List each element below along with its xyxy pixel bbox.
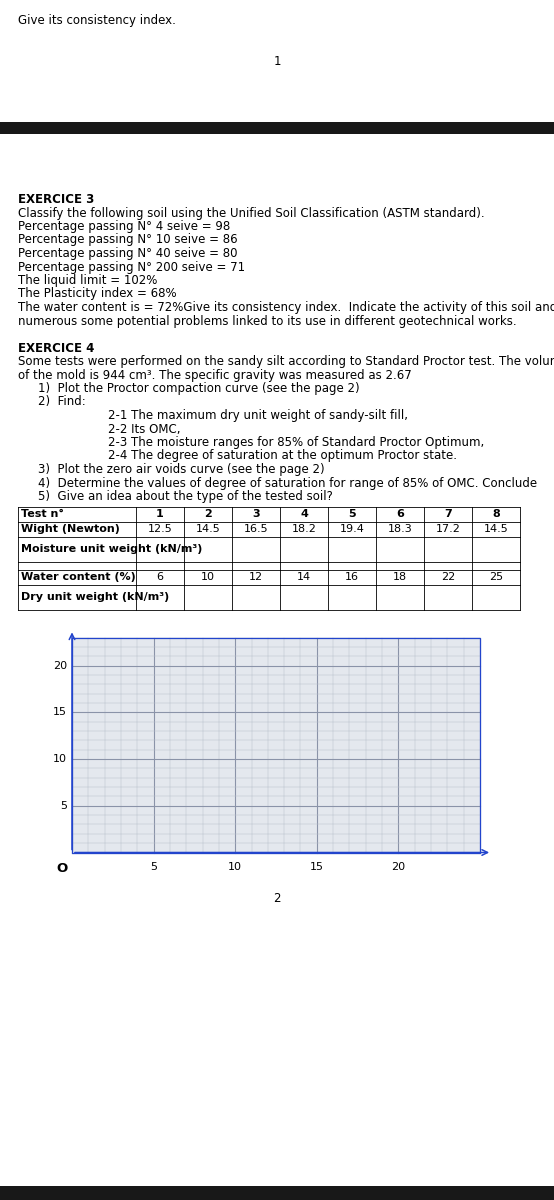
Text: 20: 20 bbox=[53, 660, 67, 671]
Text: 5: 5 bbox=[348, 509, 356, 518]
Text: 20: 20 bbox=[391, 863, 406, 872]
Text: 17.2: 17.2 bbox=[435, 524, 460, 534]
Text: 2-2 Its OMC,: 2-2 Its OMC, bbox=[108, 422, 181, 436]
Text: 2-4 The degree of saturation at the optimum Proctor state.: 2-4 The degree of saturation at the opti… bbox=[108, 450, 457, 462]
Text: 5)  Give an idea about the type of the tested soil?: 5) Give an idea about the type of the te… bbox=[38, 490, 333, 503]
Text: 4: 4 bbox=[300, 509, 308, 518]
Text: of the mold is 944 cm³. The specific gravity was measured as 2.67: of the mold is 944 cm³. The specific gra… bbox=[18, 368, 412, 382]
Text: 2)  Find:: 2) Find: bbox=[38, 396, 86, 408]
Text: 10: 10 bbox=[201, 572, 215, 582]
Text: 18.3: 18.3 bbox=[388, 524, 412, 534]
Text: 15: 15 bbox=[310, 863, 324, 872]
Text: Percentage passing N° 4 seive = 98: Percentage passing N° 4 seive = 98 bbox=[18, 220, 230, 233]
Text: 25: 25 bbox=[489, 572, 503, 582]
Text: 8: 8 bbox=[492, 509, 500, 518]
Text: 2: 2 bbox=[273, 893, 281, 906]
Text: Water content (%): Water content (%) bbox=[21, 572, 136, 582]
Text: 3)  Plot the zero air voids curve (see the page 2): 3) Plot the zero air voids curve (see th… bbox=[38, 463, 325, 476]
Text: 1: 1 bbox=[156, 509, 164, 518]
Text: Classify the following soil using the Unified Soil Classification (ASTM standard: Classify the following soil using the Un… bbox=[18, 206, 485, 220]
Text: 10: 10 bbox=[53, 754, 67, 764]
Text: numerous some potential problems linked to its use in different geotechnical wor: numerous some potential problems linked … bbox=[18, 314, 517, 328]
Text: Percentage passing N° 10 seive = 86: Percentage passing N° 10 seive = 86 bbox=[18, 234, 238, 246]
Text: 12: 12 bbox=[249, 572, 263, 582]
Text: Test n°: Test n° bbox=[21, 509, 64, 518]
Text: 16.5: 16.5 bbox=[244, 524, 268, 534]
Bar bbox=[0, 1186, 554, 1200]
Text: 7: 7 bbox=[444, 509, 452, 518]
Bar bbox=[72, 637, 480, 852]
Text: 14.5: 14.5 bbox=[484, 524, 509, 534]
Text: EXERCICE 3: EXERCICE 3 bbox=[18, 193, 94, 206]
Text: 10: 10 bbox=[228, 863, 242, 872]
Bar bbox=[0, 122, 554, 134]
Text: 3: 3 bbox=[252, 509, 260, 518]
Text: 16: 16 bbox=[345, 572, 359, 582]
Text: O: O bbox=[57, 863, 68, 876]
Text: 14.5: 14.5 bbox=[196, 524, 220, 534]
Text: Dry unit weight (kN/m³): Dry unit weight (kN/m³) bbox=[21, 592, 170, 602]
Text: 22: 22 bbox=[441, 572, 455, 582]
Text: 1)  Plot the Proctor compaction curve (see the page 2): 1) Plot the Proctor compaction curve (se… bbox=[38, 382, 360, 395]
Text: 2-3 The moisture ranges for 85% of Standard Proctor Optimum,: 2-3 The moisture ranges for 85% of Stand… bbox=[108, 436, 484, 449]
Text: 18: 18 bbox=[393, 572, 407, 582]
Bar bbox=[72, 637, 480, 852]
Text: 12.5: 12.5 bbox=[147, 524, 172, 534]
Text: 2: 2 bbox=[204, 509, 212, 518]
Text: 4)  Determine the values of degree of saturation for range of 85% of OMC. Conclu: 4) Determine the values of degree of sat… bbox=[38, 476, 537, 490]
Text: Percentage passing N° 200 seive = 71: Percentage passing N° 200 seive = 71 bbox=[18, 260, 245, 274]
Text: 6: 6 bbox=[396, 509, 404, 518]
Text: The water content is = 72%Give its consistency index.  Indicate the activity of : The water content is = 72%Give its consi… bbox=[18, 301, 554, 314]
Text: 18.2: 18.2 bbox=[291, 524, 316, 534]
Text: 1: 1 bbox=[273, 55, 281, 68]
Text: The liquid limit = 102%: The liquid limit = 102% bbox=[18, 274, 157, 287]
Text: 14: 14 bbox=[297, 572, 311, 582]
Text: 5: 5 bbox=[60, 800, 67, 811]
Text: 6: 6 bbox=[156, 572, 163, 582]
Text: Percentage passing N° 40 seive = 80: Percentage passing N° 40 seive = 80 bbox=[18, 247, 238, 260]
Text: Wight (Newton): Wight (Newton) bbox=[21, 524, 120, 534]
Text: The Plasticity index = 68%: The Plasticity index = 68% bbox=[18, 288, 177, 300]
Text: EXERCICE 4: EXERCICE 4 bbox=[18, 342, 94, 354]
Text: 15: 15 bbox=[53, 707, 67, 718]
Text: 2-1 The maximum dry unit weight of sandy-silt fill,: 2-1 The maximum dry unit weight of sandy… bbox=[108, 409, 408, 422]
Text: 19.4: 19.4 bbox=[340, 524, 365, 534]
Text: Some tests were performed on the sandy silt according to Standard Proctor test. : Some tests were performed on the sandy s… bbox=[18, 355, 554, 368]
Text: Moisture unit weight (kN/m³): Moisture unit weight (kN/m³) bbox=[21, 544, 202, 554]
Text: 5: 5 bbox=[150, 863, 157, 872]
Text: Give its consistency index.: Give its consistency index. bbox=[18, 14, 176, 26]
